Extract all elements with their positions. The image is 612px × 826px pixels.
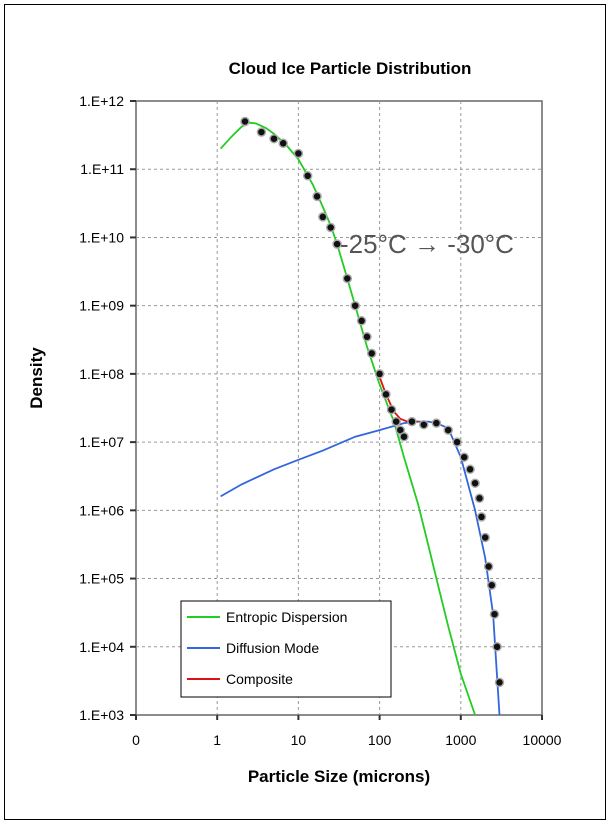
data-point xyxy=(332,239,342,249)
data-point xyxy=(312,191,322,202)
y-tick-label: 1.E+05 xyxy=(79,571,124,587)
x-tick-label: 100 xyxy=(368,732,392,748)
legend-label: Entropic Dispersion xyxy=(226,609,347,625)
temperature-annotation: -25°C → -30°C xyxy=(340,229,514,259)
data-point xyxy=(486,580,497,590)
data-point xyxy=(452,437,462,447)
data-point xyxy=(476,512,487,522)
data-points xyxy=(240,116,505,688)
data-point xyxy=(366,348,377,359)
data-point xyxy=(386,404,397,415)
data-point xyxy=(489,609,500,619)
x-axis: 0 1 10 100 1000 10000 xyxy=(132,715,562,748)
data-point xyxy=(350,300,360,311)
data-point xyxy=(494,677,505,688)
legend-label: Composite xyxy=(226,671,293,687)
data-point xyxy=(399,431,409,442)
data-point xyxy=(474,493,485,504)
data-point xyxy=(431,418,442,428)
y-tick-label: 1.E+10 xyxy=(79,229,124,245)
data-point xyxy=(391,416,401,427)
x-tick-label: 10 xyxy=(291,732,307,748)
data-point xyxy=(302,171,313,181)
data-point xyxy=(278,138,288,149)
data-point xyxy=(293,148,304,159)
y-tick-label: 1.E+11 xyxy=(80,161,124,177)
x-tick-label: 1 xyxy=(213,732,221,748)
x-tick-label: 1000 xyxy=(445,732,476,748)
x-tick-label: 10000 xyxy=(523,732,562,748)
data-point xyxy=(381,389,391,400)
data-point xyxy=(470,478,480,488)
data-point xyxy=(459,452,469,462)
data-point xyxy=(465,464,475,475)
data-point xyxy=(256,127,267,137)
y-tick-label: 1.E+09 xyxy=(79,298,124,314)
x-tick-label: 0 xyxy=(132,732,140,748)
y-tick-label: 1.E+03 xyxy=(79,707,124,723)
data-point xyxy=(443,425,453,435)
data-point xyxy=(240,116,250,127)
y-tick-label: 1.E+12 xyxy=(79,93,124,109)
data-point xyxy=(269,133,279,144)
y-tick-label: 1.E+08 xyxy=(79,366,124,382)
data-point xyxy=(342,273,353,284)
data-point xyxy=(374,369,385,379)
y-axis: 1.E+03 1.E+04 1.E+05 1.E+06 1.E+07 1.E+08 1.E+… xyxy=(79,93,136,723)
data-point xyxy=(492,642,502,652)
data-point xyxy=(480,532,490,543)
y-tick-label: 1.E+07 xyxy=(79,434,124,450)
data-point xyxy=(325,222,336,233)
data-point xyxy=(419,419,429,430)
y-axis-label: Density xyxy=(27,347,46,409)
data-point xyxy=(407,416,417,427)
legend-label: Diffusion Mode xyxy=(226,640,319,656)
data-point xyxy=(318,212,328,222)
data-point xyxy=(362,332,372,342)
data-point xyxy=(483,561,494,572)
y-tick-label: 1.E+06 xyxy=(79,502,124,518)
chart-title: Cloud Ice Particle Distribution xyxy=(229,59,472,78)
x-axis-label: Particle Size (microns) xyxy=(248,767,430,786)
y-tick-label: 1.E+04 xyxy=(79,639,124,655)
legend: Entropic Dispersion Diffusion Mode Composi… xyxy=(180,600,392,698)
data-point xyxy=(356,316,367,326)
